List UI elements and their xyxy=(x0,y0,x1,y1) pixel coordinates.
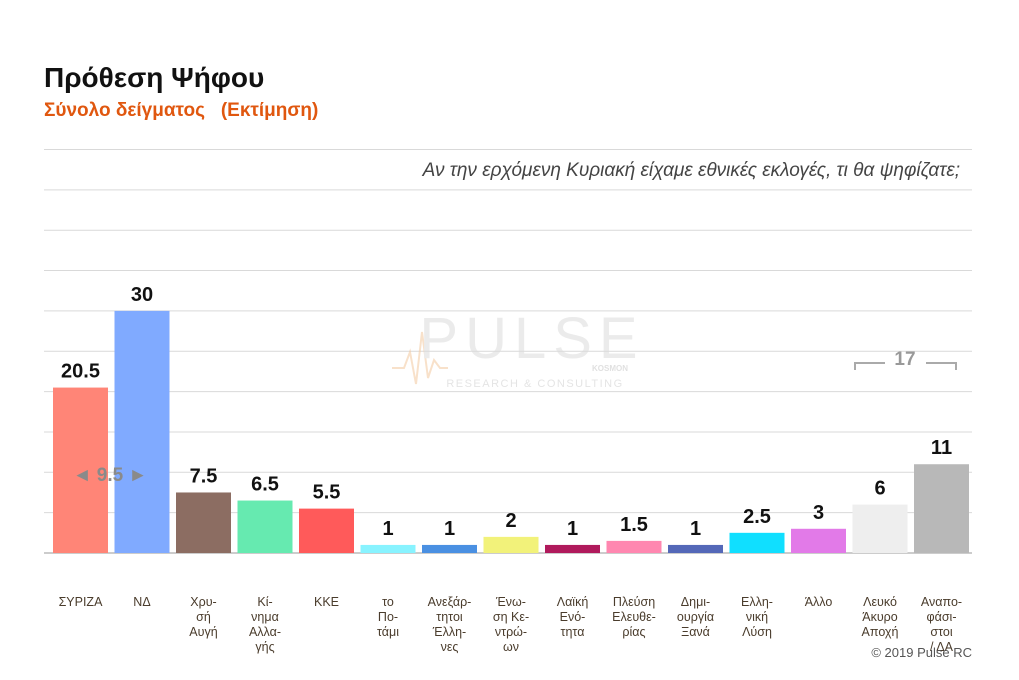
bars xyxy=(53,310,969,553)
value-label: 6.5 xyxy=(251,474,279,496)
bar xyxy=(422,544,477,553)
category-label: ΣΥΡΙΖΑ xyxy=(59,595,104,609)
category-label: Ανεξάρ-τητοι Έλλη-νες xyxy=(428,595,472,654)
bar xyxy=(545,544,600,553)
bracket-right xyxy=(926,362,957,370)
category-label: Λευκό Άκυρο Αποχή xyxy=(862,595,899,639)
bar xyxy=(114,310,170,553)
bar xyxy=(606,540,662,553)
category-label: Πλεύση Ελευθε-ρίας xyxy=(612,595,656,639)
value-label: 1.5 xyxy=(620,514,648,536)
watermark-tag: KOSMON xyxy=(592,364,628,373)
value-label: 20.5 xyxy=(61,361,100,383)
gridlines xyxy=(44,149,972,554)
value-label: 1 xyxy=(444,518,455,540)
value-label: 30 xyxy=(131,284,153,306)
value-label: 2.5 xyxy=(743,506,771,528)
bar xyxy=(483,536,539,553)
value-label: 6 xyxy=(874,478,885,500)
category-label: Κί-νημα Αλλα-γής xyxy=(249,595,281,654)
category-label: Ελλη-νική Λύση xyxy=(741,595,773,639)
value-label: 1 xyxy=(382,518,393,540)
category-label: Δημι-ουργία Ξανά xyxy=(677,595,714,639)
watermark-sub: RESEARCH & CONSULTING xyxy=(446,378,623,390)
bar xyxy=(299,508,354,553)
value-label: 3 xyxy=(813,502,824,524)
category-labels: ΣΥΡΙΖΑ ΝΔ Χρυ-σή Αυγή Κί-νημα Αλλα-γής ΚΚΕ το Πο… xyxy=(59,595,963,654)
bar xyxy=(176,492,231,553)
chart-title: Πρόθεση Ψήφου xyxy=(44,62,265,93)
category-label: ΝΔ xyxy=(133,595,150,609)
chart-subtitle: Σύνολο δείγματος (Εκτίμηση) xyxy=(44,100,319,121)
bracket-left xyxy=(854,362,885,370)
category-label: Αναπο-φάσι-στοι / ΔΑ xyxy=(921,595,962,654)
bar xyxy=(237,500,293,553)
bracket-annotation: 17 xyxy=(854,349,957,370)
gap-annotation: ◄ 9.5 ► xyxy=(73,465,148,486)
copyright: © 2019 Pulse RC xyxy=(871,645,972,660)
value-label: 1 xyxy=(567,518,578,540)
survey-question: Αν την ερχόμενη Κυριακή είχαμε εθνικές ε… xyxy=(422,160,960,181)
value-label: 1 xyxy=(690,518,701,540)
category-label: Άλλο xyxy=(805,595,833,609)
category-label: το Πο-τάμι xyxy=(377,595,399,639)
value-label: 7.5 xyxy=(190,465,218,487)
bar xyxy=(360,544,416,553)
watermark: PULSE KOSMON RESEARCH & CONSULTING xyxy=(392,306,644,390)
bar xyxy=(668,544,723,553)
watermark-brand: PULSE xyxy=(419,306,644,371)
bracket-label: 17 xyxy=(894,349,915,370)
bar xyxy=(914,464,969,553)
category-label: ΚΚΕ xyxy=(314,595,339,609)
category-label: Ένω-ση Κε-ντρώ-ων xyxy=(493,595,529,654)
category-label: Χρυ-σή Αυγή xyxy=(189,595,217,639)
value-label: 5.5 xyxy=(313,482,341,504)
value-label: 11 xyxy=(931,437,952,459)
bar xyxy=(791,528,846,553)
bar xyxy=(729,532,785,553)
value-label: 2 xyxy=(505,510,516,532)
pulse-wave-icon xyxy=(392,331,448,385)
bar xyxy=(53,387,108,553)
bar xyxy=(852,504,908,553)
category-label: Λαϊκή Ενό-τητα xyxy=(557,595,589,639)
